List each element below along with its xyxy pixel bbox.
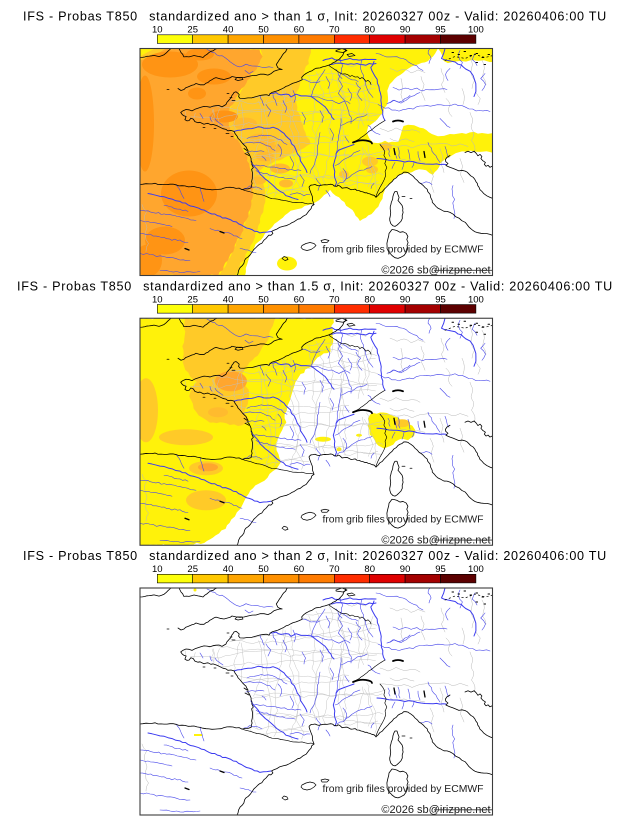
svg-text:from grib files provided by EC: from grib files provided by ECMWF (322, 784, 483, 795)
svg-text:IFS - Probas T850 standardize: IFS - Probas T850 standardized ano > tha… (23, 10, 607, 24)
svg-text:from grib files provided by EC: from grib files provided by ECMWF (322, 245, 483, 256)
svg-text:from grib files provided by EC: from grib files provided by ECMWF (322, 514, 483, 525)
svg-text:IFS - Probas T850 standardize: IFS - Probas T850 standardized ano > tha… (23, 549, 607, 563)
svg-text:IFS - Probas T850 standardize: IFS - Probas T850 standardized ano > tha… (17, 279, 613, 293)
